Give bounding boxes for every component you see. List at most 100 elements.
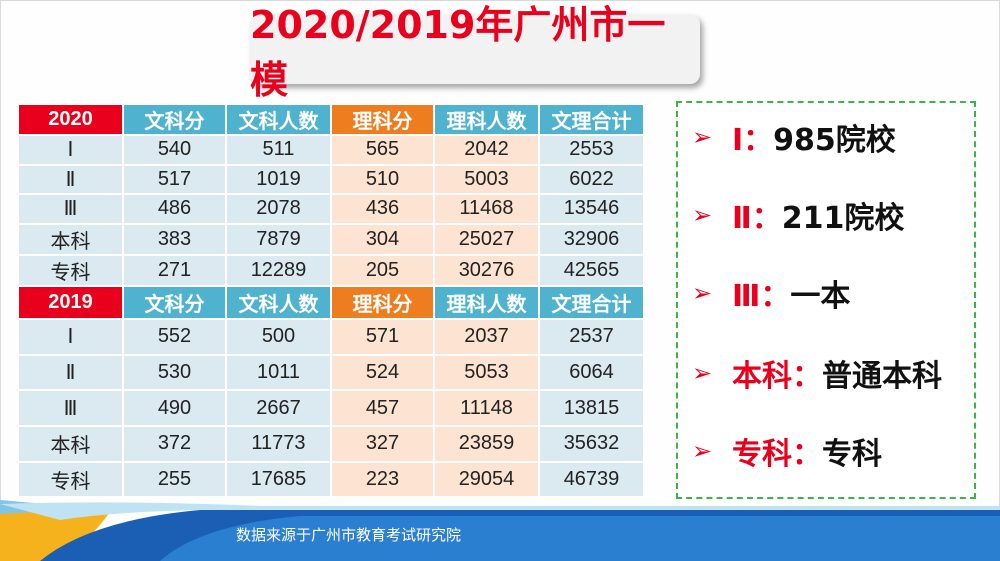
table-cell: 7879 — [227, 224, 330, 254]
table-row: 专科 271 12289 205 30276 42565 — [19, 255, 643, 285]
arrow-icon: ➢ — [692, 437, 713, 465]
table-cell: 552 — [124, 320, 225, 354]
row-label: Ⅲ — [19, 195, 122, 223]
table-cell: 29054 — [435, 462, 538, 497]
table-cell: 30276 — [435, 255, 538, 285]
table-row: Ⅱ 517 1019 510 5003 6022 — [19, 165, 643, 193]
table-cell: 304 — [332, 224, 433, 254]
table-cell: 2553 — [540, 136, 643, 164]
table-cell: 5053 — [435, 355, 538, 390]
table-cell: 223 — [332, 462, 433, 497]
header-like-count: 理科人数 — [435, 105, 538, 134]
table-cell: 327 — [332, 427, 433, 461]
table-header-row: 2019 文科分 文科人数 理科分 理科人数 文理合计 — [19, 287, 643, 318]
table-2020: 2020 文科分 文科人数 理科分 理科人数 文理合计 Ⅰ 540 511 56… — [17, 103, 645, 287]
arrow-icon: ➢ — [692, 201, 713, 229]
table-cell: 6064 — [540, 355, 643, 390]
year-label-2020: 2020 — [19, 105, 122, 134]
legend-value: 985院校 — [773, 123, 896, 158]
table-row: 本科 383 7879 304 25027 32906 — [19, 224, 643, 254]
table-cell: 46739 — [540, 462, 643, 497]
table-cell: 517 — [124, 165, 225, 193]
row-label: 本科 — [19, 427, 122, 461]
source-caption: 数据来源于广州市教育考试研究院 — [236, 526, 462, 544]
table-cell: 2037 — [435, 320, 538, 354]
table-row: Ⅰ 552 500 571 2037 2537 — [19, 320, 643, 354]
header-like-count: 理科人数 — [435, 287, 538, 318]
legend-key: Ⅰ： — [732, 123, 774, 158]
arrow-icon: ➢ — [692, 123, 713, 151]
table-cell: 511 — [227, 136, 330, 164]
table-cell: 2667 — [227, 391, 330, 426]
row-label: Ⅰ — [19, 136, 122, 164]
legend-item: ➢ 专科： 专科 — [692, 429, 882, 473]
table-cell: 2078 — [227, 195, 330, 223]
bottom-banner — [0, 500, 1000, 561]
table-cell: 436 — [332, 195, 433, 223]
table-cell: 11148 — [435, 391, 538, 426]
table-cell: 23859 — [435, 427, 538, 461]
table-cell: 486 — [124, 195, 225, 223]
table-2019: 2019 文科分 文科人数 理科分 理科人数 文理合计 Ⅰ 552 500 57… — [17, 285, 645, 498]
header-wenke-score: 文科分 — [124, 287, 225, 318]
table-row: 本科 372 11773 327 23859 35632 — [19, 427, 643, 461]
header-wenke-count: 文科人数 — [227, 287, 330, 318]
arrow-icon: ➢ — [692, 279, 713, 307]
row-label: 本科 — [19, 224, 122, 254]
table-cell: 2042 — [435, 136, 538, 164]
table-cell: 383 — [124, 224, 225, 254]
header-total: 文理合计 — [540, 287, 643, 318]
table-cell: 25027 — [435, 224, 538, 254]
row-label: 专科 — [19, 255, 122, 285]
table-cell: 565 — [332, 136, 433, 164]
table-cell: 13546 — [540, 195, 643, 223]
year-label-2019: 2019 — [19, 287, 122, 318]
table-cell: 32906 — [540, 224, 643, 254]
table-cell: 12289 — [227, 255, 330, 285]
table-cell: 372 — [124, 427, 225, 461]
table-row: Ⅰ 540 511 565 2042 2553 — [19, 136, 643, 164]
table-cell: 540 — [124, 136, 225, 164]
legend-item: ➢ Ⅲ： 一本 — [692, 271, 850, 315]
table-cell: 255 — [124, 462, 225, 497]
table-cell: 11468 — [435, 195, 538, 223]
table-cell: 35632 — [540, 427, 643, 461]
legend-item: ➢ Ⅱ： 211院校 — [692, 193, 904, 237]
table-cell: 11773 — [227, 427, 330, 461]
table-row: Ⅲ 490 2667 457 11148 13815 — [19, 391, 643, 426]
table-cell: 1019 — [227, 165, 330, 193]
row-label: 专科 — [19, 462, 122, 497]
table-cell: 13815 — [540, 391, 643, 426]
table-cell: 6022 — [540, 165, 643, 193]
legend-value: 专科 — [822, 437, 882, 472]
header-like-score: 理科分 — [332, 105, 433, 134]
legend-box: ➢ Ⅰ： 985院校 ➢ Ⅱ： 211院校 ➢ Ⅲ： 一本 ➢ 本科： 普通本科… — [676, 101, 976, 499]
header-wenke-score: 文科分 — [124, 105, 225, 134]
table-row: Ⅱ 530 1011 524 5053 6064 — [19, 355, 643, 390]
table-row: 专科 255 17685 223 29054 46739 — [19, 462, 643, 497]
table-cell: 500 — [227, 320, 330, 354]
arrow-icon: ➢ — [692, 359, 713, 387]
row-label: Ⅱ — [19, 355, 122, 390]
table-cell: 571 — [332, 320, 433, 354]
row-label: Ⅱ — [19, 165, 122, 193]
legend-value: 一本 — [790, 279, 851, 314]
header-like-score: 理科分 — [332, 287, 433, 318]
table-cell: 1011 — [227, 355, 330, 390]
legend-value: 普通本科 — [822, 359, 942, 394]
page-title: 2020/2019年广州市一模 — [250, 3, 666, 102]
table-row: Ⅲ 486 2078 436 11468 13546 — [19, 195, 643, 223]
row-label: Ⅰ — [19, 320, 122, 354]
table-cell: 271 — [124, 255, 225, 285]
table-cell: 457 — [332, 391, 433, 426]
legend-key: 本科： — [732, 359, 822, 394]
legend-item: ➢ 本科： 普通本科 — [692, 351, 942, 395]
title-box: 2020/2019年广州市一模 — [250, 3, 700, 102]
table-cell: 530 — [124, 355, 225, 390]
legend-key: Ⅱ： — [732, 201, 782, 236]
table-cell: 524 — [332, 355, 433, 390]
header-wenke-count: 文科人数 — [227, 105, 330, 134]
table-cell: 5003 — [435, 165, 538, 193]
legend-value: 211院校 — [781, 201, 905, 236]
table-cell: 205 — [332, 255, 433, 285]
